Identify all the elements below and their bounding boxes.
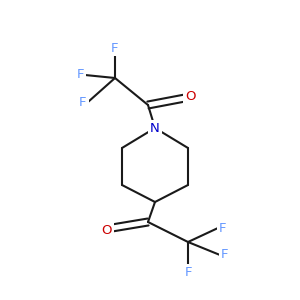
Text: F: F bbox=[184, 266, 192, 278]
Text: F: F bbox=[219, 221, 227, 235]
Text: F: F bbox=[111, 41, 119, 55]
Text: O: O bbox=[185, 89, 195, 103]
Text: O: O bbox=[102, 224, 112, 236]
Text: F: F bbox=[76, 68, 84, 82]
Text: F: F bbox=[221, 248, 229, 262]
Text: F: F bbox=[79, 95, 87, 109]
Text: N: N bbox=[150, 122, 160, 134]
